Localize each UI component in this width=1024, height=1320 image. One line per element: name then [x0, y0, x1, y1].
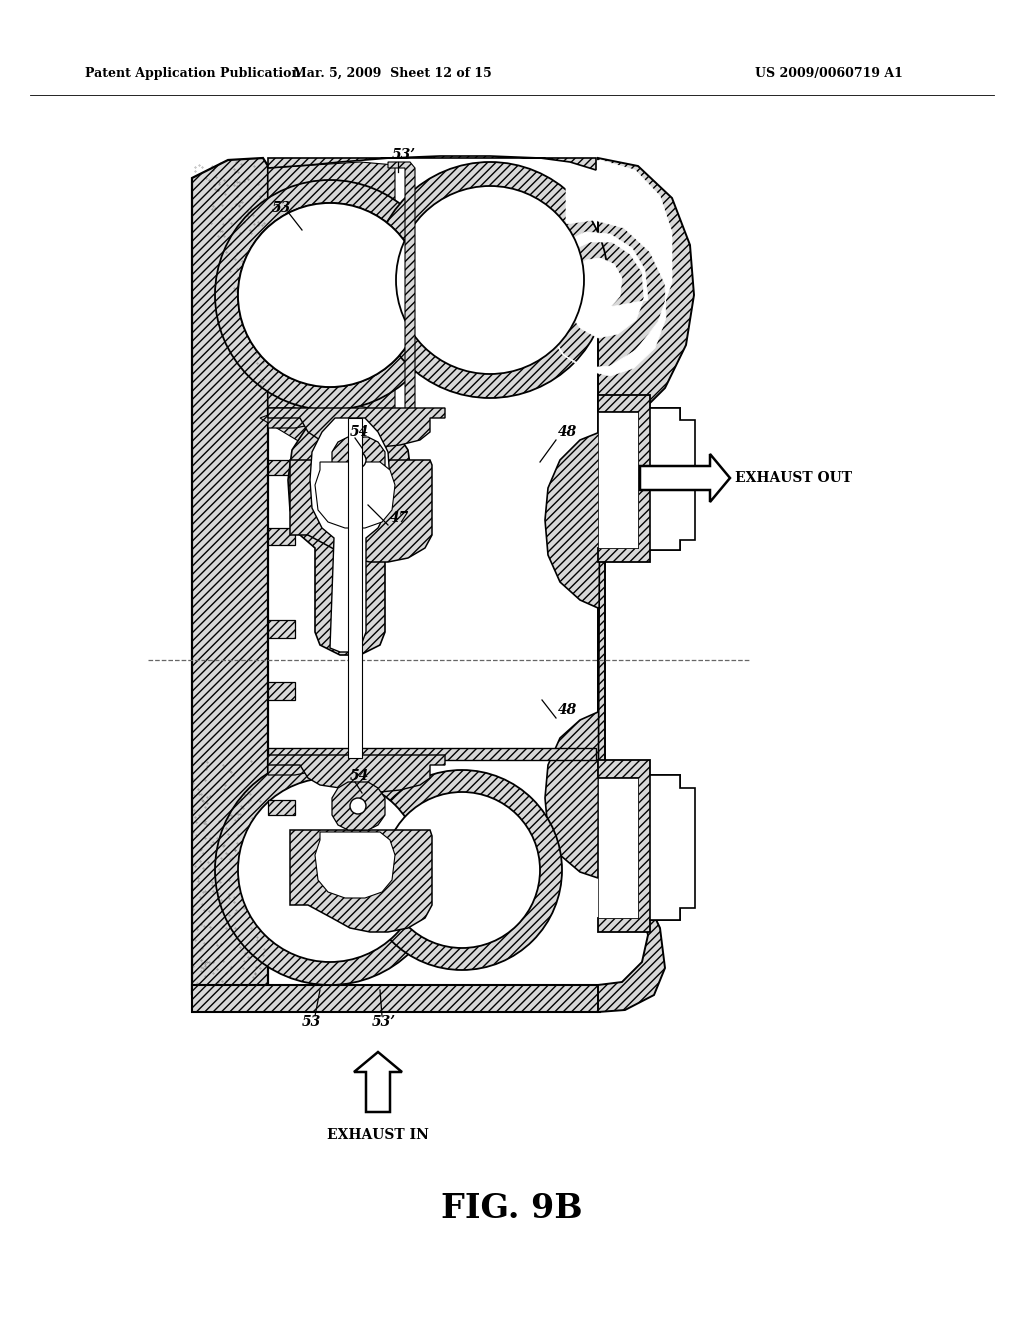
Polygon shape — [260, 162, 395, 508]
Polygon shape — [268, 459, 295, 475]
Polygon shape — [268, 620, 295, 638]
Text: 48: 48 — [558, 704, 578, 717]
Text: 54: 54 — [350, 770, 370, 783]
Text: FIG. 9B: FIG. 9B — [441, 1192, 583, 1225]
Polygon shape — [542, 160, 672, 376]
Text: US 2009/0060719 A1: US 2009/0060719 A1 — [755, 66, 903, 79]
Circle shape — [350, 451, 366, 469]
Polygon shape — [190, 154, 695, 1015]
Circle shape — [215, 180, 445, 411]
Polygon shape — [598, 777, 638, 917]
Text: 53’: 53’ — [372, 1015, 396, 1030]
Text: Mar. 5, 2009  Sheet 12 of 15: Mar. 5, 2009 Sheet 12 of 15 — [293, 66, 492, 79]
Polygon shape — [348, 418, 362, 758]
Polygon shape — [290, 830, 432, 932]
Polygon shape — [290, 459, 432, 562]
Polygon shape — [268, 748, 596, 760]
Circle shape — [238, 203, 422, 387]
Polygon shape — [388, 162, 415, 430]
Text: 54: 54 — [350, 425, 370, 440]
Circle shape — [362, 770, 562, 970]
Polygon shape — [268, 755, 310, 775]
Text: 48: 48 — [558, 425, 578, 440]
Polygon shape — [315, 832, 395, 898]
Polygon shape — [288, 414, 412, 655]
Polygon shape — [545, 432, 600, 878]
Circle shape — [396, 186, 584, 374]
Circle shape — [238, 777, 422, 962]
Text: 53’: 53’ — [392, 148, 416, 162]
Polygon shape — [268, 156, 596, 170]
Text: 53: 53 — [302, 1015, 322, 1030]
Circle shape — [384, 792, 540, 948]
Circle shape — [350, 799, 366, 814]
Polygon shape — [315, 462, 395, 528]
Polygon shape — [332, 781, 385, 830]
Polygon shape — [598, 395, 680, 562]
Circle shape — [238, 203, 422, 387]
Polygon shape — [650, 775, 695, 920]
Polygon shape — [310, 418, 390, 652]
Polygon shape — [332, 437, 385, 482]
Polygon shape — [598, 760, 680, 932]
Text: EXHAUST IN: EXHAUST IN — [327, 1129, 429, 1142]
Polygon shape — [268, 408, 445, 447]
Polygon shape — [650, 408, 695, 550]
Polygon shape — [268, 682, 295, 700]
Polygon shape — [268, 408, 310, 428]
Circle shape — [215, 755, 445, 985]
Polygon shape — [193, 158, 268, 994]
Polygon shape — [640, 454, 730, 502]
Polygon shape — [354, 1052, 402, 1111]
Circle shape — [372, 162, 608, 399]
Text: EXHAUST OUT: EXHAUST OUT — [735, 471, 852, 484]
Text: 47: 47 — [390, 511, 410, 525]
Polygon shape — [268, 528, 295, 545]
Polygon shape — [268, 755, 445, 792]
Text: Patent Application Publication: Patent Application Publication — [85, 66, 300, 79]
Polygon shape — [268, 800, 295, 814]
Text: 53: 53 — [272, 201, 291, 215]
Polygon shape — [193, 985, 600, 1012]
Polygon shape — [598, 412, 638, 548]
Polygon shape — [598, 158, 694, 1012]
